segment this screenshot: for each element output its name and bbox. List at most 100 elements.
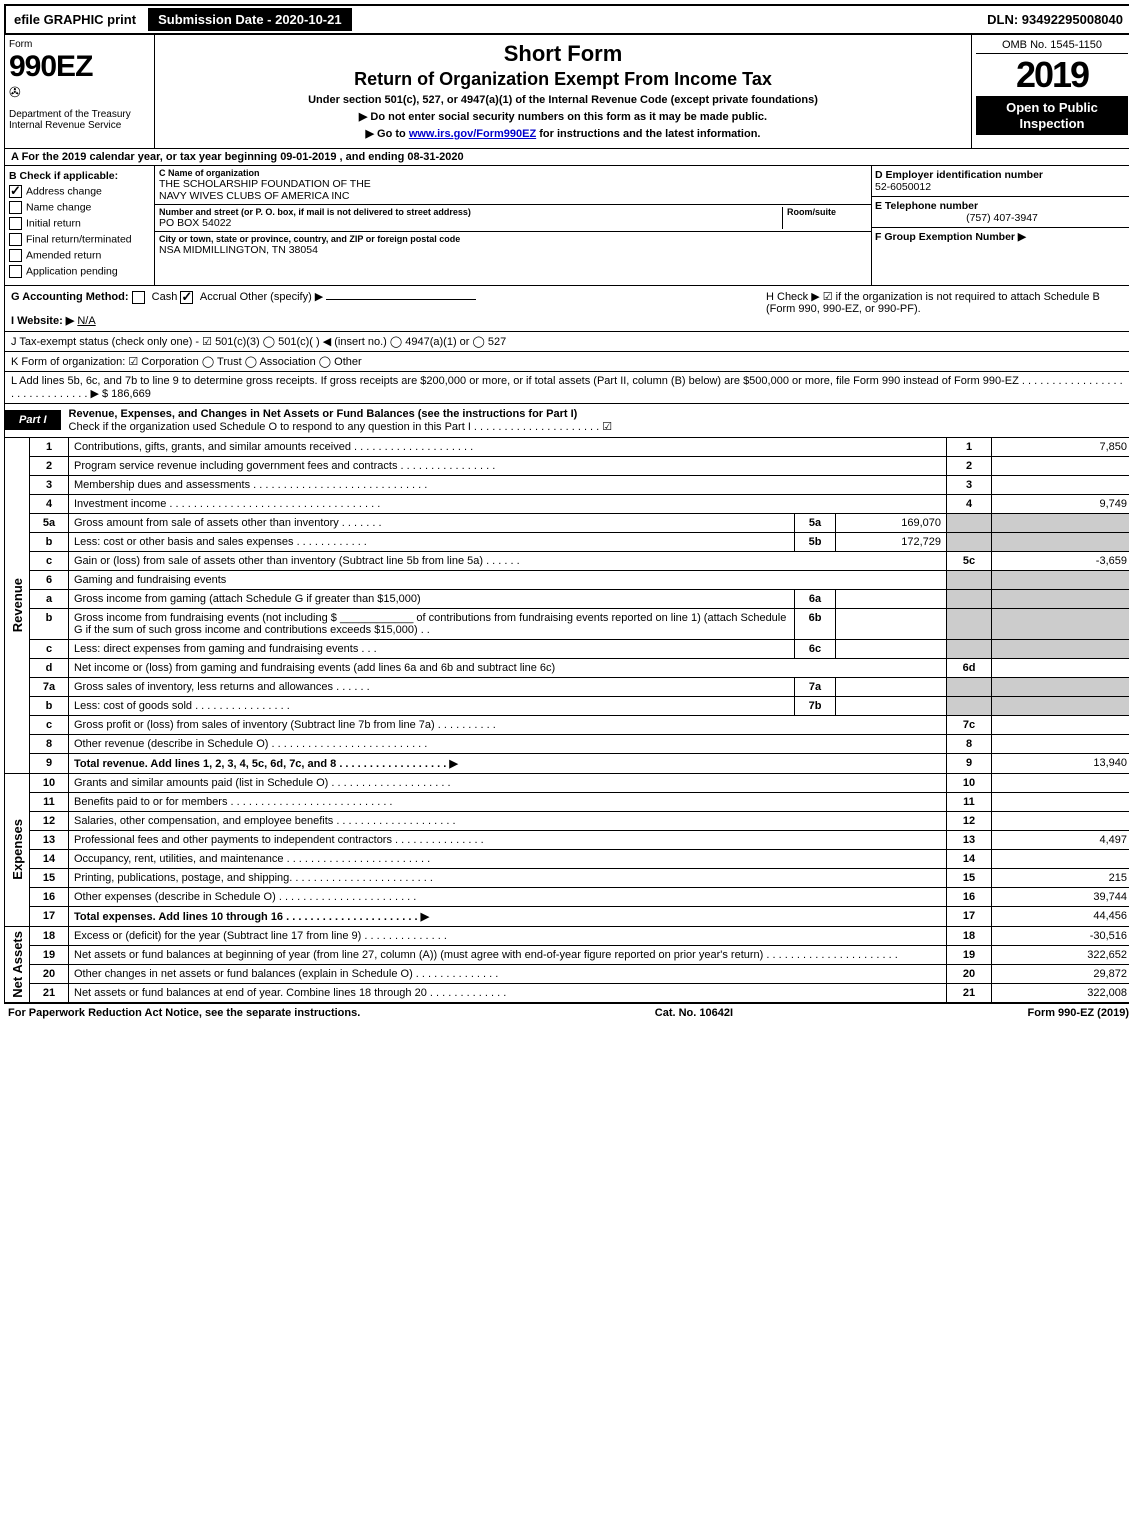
line-num: 11 (30, 792, 69, 811)
line-desc: Other revenue (describe in Schedule O) .… (69, 734, 947, 753)
phone-value: (757) 407-3947 (875, 212, 1129, 224)
line-amount: 13,940 (992, 753, 1129, 773)
line-7b: bLess: cost of goods sold . . . . . . . … (30, 696, 1129, 715)
line-desc: Salaries, other compensation, and employ… (69, 811, 947, 830)
line-desc: Less: cost or other basis and sales expe… (69, 532, 795, 551)
line-ref: 4 (947, 494, 992, 513)
line-amount (992, 715, 1129, 734)
line-ref-grey (947, 513, 992, 532)
check-label: Amended return (26, 249, 101, 261)
line-20: 20Other changes in net assets or fund ba… (30, 964, 1129, 983)
line-amount: -30,516 (992, 927, 1129, 946)
line-6c: cLess: direct expenses from gaming and f… (30, 639, 1129, 658)
line-num: 7a (30, 677, 69, 696)
inner-box-value: 169,070 (836, 513, 947, 532)
cash-label: Cash (152, 291, 178, 303)
check-final-return[interactable]: Final return/terminated (9, 233, 150, 246)
line-amount: 215 (992, 868, 1129, 887)
line-21: 21Net assets or fund balances at end of … (30, 983, 1129, 1002)
line-num: 2 (30, 456, 69, 475)
line-num: 12 (30, 811, 69, 830)
line-num: 15 (30, 868, 69, 887)
section-b-header: B Check if applicable: (9, 170, 150, 182)
room-suite-label: Room/suite (782, 207, 867, 229)
inner-box-label: 6a (795, 589, 836, 608)
line-num: 16 (30, 887, 69, 906)
form-header-center: Short Form Return of Organization Exempt… (155, 35, 972, 148)
line-amount: 39,744 (992, 887, 1129, 906)
inner-box-value (836, 608, 947, 639)
checkbox-icon (9, 265, 22, 278)
line-amount (992, 734, 1129, 753)
irs-label: Internal Revenue Service (9, 120, 150, 131)
line-14: 14Occupancy, rent, utilities, and mainte… (30, 849, 1129, 868)
line-desc: Professional fees and other payments to … (69, 830, 947, 849)
check-label: Final return/terminated (26, 233, 132, 245)
irs-link[interactable]: www.irs.gov/Form990EZ (409, 128, 536, 140)
line-desc: Total revenue. Add lines 1, 2, 3, 4, 5c,… (69, 753, 947, 773)
check-label: Application pending (26, 265, 118, 277)
line-num: 10 (30, 774, 69, 793)
expenses-section: Expenses 10Grants and similar amounts pa… (4, 774, 1129, 927)
line-amount: 44,456 (992, 906, 1129, 926)
inner-box-value (836, 589, 947, 608)
check-application-pending[interactable]: Application pending (9, 265, 150, 278)
org-address-block: Number and street (or P. O. box, if mail… (155, 205, 871, 232)
line-amount (992, 792, 1129, 811)
inner-box-label: 5b (795, 532, 836, 551)
line-num: 20 (30, 964, 69, 983)
tax-year: 2019 (976, 54, 1128, 96)
line-desc: Net income or (loss) from gaming and fun… (69, 658, 947, 677)
section-c-org: C Name of organization THE SCHOLARSHIP F… (155, 166, 872, 285)
section-d-ein: D Employer identification number 52-6050… (872, 166, 1129, 197)
city-value: NSA MIDMILLINGTON, TN 38054 (159, 244, 867, 256)
part-1-title: Revenue, Expenses, and Changes in Net As… (61, 404, 1129, 437)
omb-number: OMB No. 1545-1150 (976, 39, 1128, 54)
line-5a: 5aGross amount from sale of assets other… (30, 513, 1129, 532)
expenses-table: 10Grants and similar amounts paid (list … (29, 774, 1129, 927)
footer-paperwork-notice: For Paperwork Reduction Act Notice, see … (8, 1007, 360, 1019)
accounting-label: G Accounting Method: (11, 291, 129, 303)
checkbox-icon (9, 217, 22, 230)
line-6d: dNet income or (loss) from gaming and fu… (30, 658, 1129, 677)
other-input[interactable] (326, 299, 476, 300)
submission-date-badge: Submission Date - 2020-10-21 (148, 8, 352, 31)
org-name-1: THE SCHOLARSHIP FOUNDATION OF THE (159, 178, 867, 190)
line-num: b (30, 696, 69, 715)
line-ref-grey (947, 677, 992, 696)
netassets-vertical-label: Net Assets (4, 927, 29, 1003)
line-amount (992, 475, 1129, 494)
line-desc: Gain or (loss) from sale of assets other… (69, 551, 947, 570)
line-desc: Gaming and fundraising events (69, 570, 947, 589)
line-num: 6 (30, 570, 69, 589)
checkbox-icon[interactable] (132, 291, 145, 304)
check-name-change[interactable]: Name change (9, 201, 150, 214)
check-amended-return[interactable]: Amended return (9, 249, 150, 262)
footer-catalog-number: Cat. No. 10642I (655, 1007, 733, 1019)
line-num: c (30, 715, 69, 734)
line-num: 4 (30, 494, 69, 513)
org-city-block: City or town, state or province, country… (155, 232, 871, 258)
expenses-vertical-label: Expenses (4, 774, 29, 927)
line-num: 8 (30, 734, 69, 753)
inner-box-label: 6b (795, 608, 836, 639)
line-amount (992, 811, 1129, 830)
group-exemption-label: F Group Exemption Number ▶ (875, 231, 1026, 243)
check-initial-return[interactable]: Initial return (9, 217, 150, 230)
check-address-change[interactable]: Address change (9, 185, 150, 198)
line-ref: 16 (947, 887, 992, 906)
line-ref: 12 (947, 811, 992, 830)
line-desc: Printing, publications, postage, and shi… (69, 868, 947, 887)
line-num: 17 (30, 906, 69, 926)
line-10: 10Grants and similar amounts paid (list … (30, 774, 1129, 793)
checkbox-icon[interactable] (180, 291, 193, 304)
line-amount-grey (992, 589, 1129, 608)
line-1: 1Contributions, gifts, grants, and simil… (30, 438, 1129, 457)
line-ref: 10 (947, 774, 992, 793)
line-desc: Excess or (deficit) for the year (Subtra… (69, 927, 947, 946)
section-e-phone: E Telephone number (757) 407-3947 (872, 197, 1129, 228)
section-g-h: G Accounting Method: Cash Accrual Other … (4, 286, 1129, 332)
line-ref: 1 (947, 438, 992, 457)
line-8: 8Other revenue (describe in Schedule O) … (30, 734, 1129, 753)
row-a-taxyear: A For the 2019 calendar year, or tax yea… (4, 149, 1129, 166)
